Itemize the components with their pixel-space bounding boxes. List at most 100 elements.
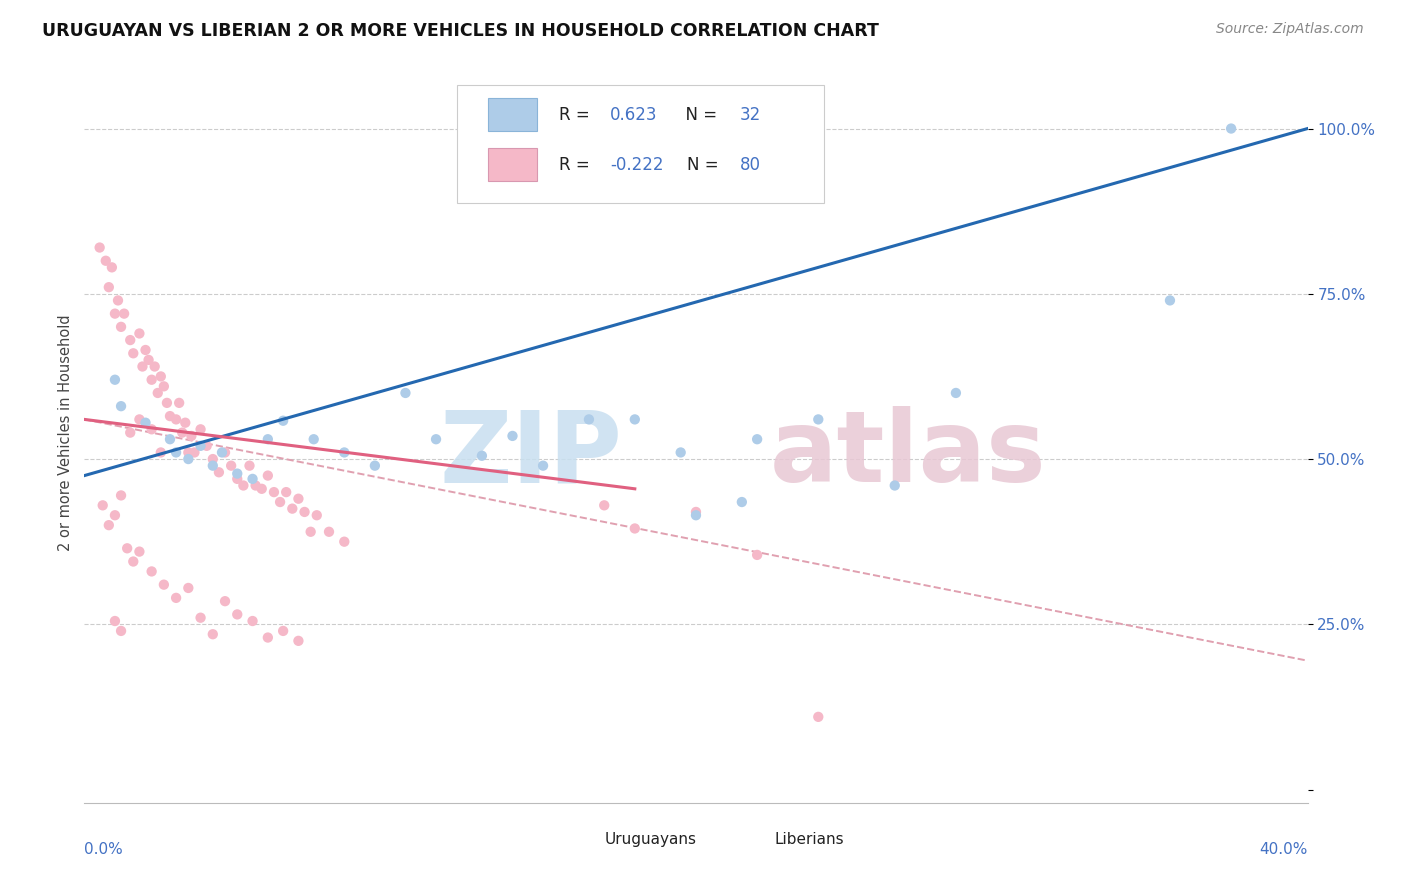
FancyBboxPatch shape: [488, 98, 537, 131]
Point: [128, 412, 150, 426]
Point: [287, 633, 309, 648]
Point: [257, 432, 280, 446]
Point: [287, 491, 309, 506]
Point: [167, 396, 190, 410]
Point: [502, 429, 524, 443]
FancyBboxPatch shape: [457, 85, 824, 203]
Point: [180, 429, 202, 443]
Point: [1220, 121, 1243, 136]
Point: [883, 478, 905, 492]
Point: [131, 359, 153, 374]
Point: [807, 412, 830, 426]
FancyBboxPatch shape: [550, 831, 596, 847]
Point: [245, 478, 267, 492]
Point: [97, 280, 120, 294]
Point: [94, 253, 117, 268]
Point: [238, 458, 260, 473]
Point: [128, 544, 150, 558]
Point: [153, 379, 176, 393]
Point: [110, 624, 132, 638]
Point: [242, 472, 264, 486]
Point: [89, 240, 111, 255]
Point: [146, 386, 169, 401]
Point: [177, 445, 200, 459]
Point: [747, 548, 769, 562]
Point: [115, 541, 138, 556]
Point: [128, 326, 150, 341]
Point: [165, 591, 187, 605]
Point: [318, 524, 340, 539]
Text: 0.623: 0.623: [610, 106, 658, 124]
Point: [104, 508, 127, 523]
Point: [302, 432, 325, 446]
Point: [214, 594, 236, 608]
Point: [104, 373, 127, 387]
Point: [177, 581, 200, 595]
Text: ZIP: ZIP: [440, 407, 623, 503]
Point: [135, 343, 157, 357]
Point: [425, 432, 447, 446]
Point: [201, 458, 224, 473]
Point: [104, 614, 127, 628]
Point: [807, 710, 830, 724]
Point: [104, 307, 127, 321]
Point: [110, 399, 132, 413]
Point: [394, 386, 416, 401]
Y-axis label: 2 or more Vehicles in Household: 2 or more Vehicles in Household: [58, 314, 73, 551]
Point: [731, 495, 754, 509]
Point: [294, 505, 316, 519]
Point: [120, 333, 142, 347]
Point: [531, 458, 554, 473]
Point: [276, 485, 298, 500]
Point: [122, 555, 145, 569]
Point: [271, 624, 294, 638]
FancyBboxPatch shape: [720, 831, 766, 847]
Point: [747, 432, 769, 446]
Point: [153, 577, 176, 591]
Point: [156, 396, 179, 410]
FancyBboxPatch shape: [488, 148, 537, 181]
Point: [333, 534, 356, 549]
Text: Liberians: Liberians: [775, 831, 844, 847]
Point: [138, 352, 160, 367]
Point: [143, 359, 166, 374]
Text: R =: R =: [560, 106, 595, 124]
Point: [257, 468, 280, 483]
Point: [305, 508, 328, 523]
Point: [190, 439, 212, 453]
Text: N =: N =: [675, 106, 723, 124]
Text: 32: 32: [740, 106, 761, 124]
Point: [149, 445, 172, 459]
Point: [219, 458, 242, 473]
Point: [165, 445, 187, 459]
Point: [159, 409, 181, 423]
Point: [208, 465, 231, 479]
Point: [211, 445, 233, 459]
Point: [149, 369, 172, 384]
Point: [190, 611, 212, 625]
Text: 80: 80: [740, 155, 761, 174]
Point: [183, 445, 205, 459]
Point: [281, 501, 304, 516]
Point: [141, 565, 163, 579]
Text: 0.0%: 0.0%: [84, 842, 124, 856]
Point: [299, 524, 322, 539]
Text: N =: N =: [688, 155, 724, 174]
Point: [214, 445, 236, 459]
Text: Source: ZipAtlas.com: Source: ZipAtlas.com: [1216, 22, 1364, 37]
Point: [172, 425, 194, 440]
Point: [364, 458, 387, 473]
Point: [101, 260, 124, 275]
Point: [685, 505, 707, 519]
Point: [120, 425, 142, 440]
Point: [945, 386, 967, 401]
Point: [257, 631, 280, 645]
Point: [190, 422, 212, 436]
Point: [333, 445, 356, 459]
Point: [110, 319, 132, 334]
Point: [112, 307, 135, 321]
Point: [685, 508, 707, 523]
Point: [226, 467, 249, 481]
Point: [195, 439, 218, 453]
Point: [201, 452, 224, 467]
